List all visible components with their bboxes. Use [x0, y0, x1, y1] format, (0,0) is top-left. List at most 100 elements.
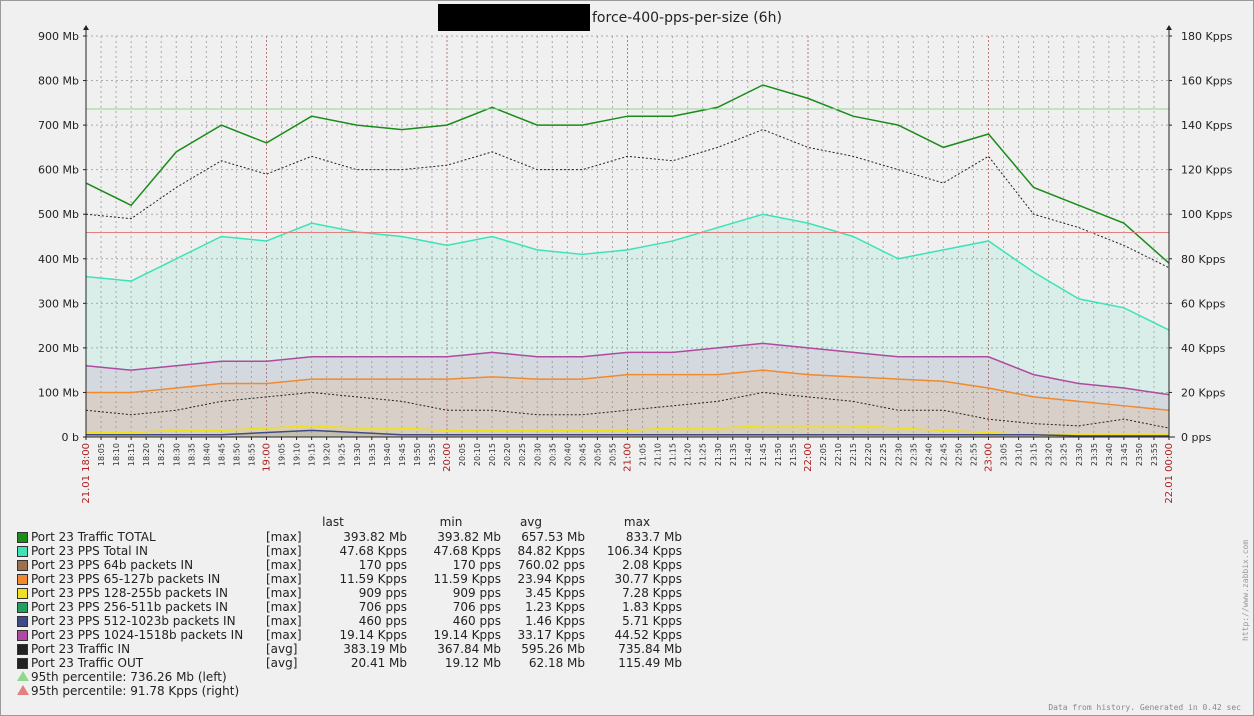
legend-max: 7.28 Kpps — [622, 586, 682, 600]
series-line-traffic_in-dotted — [85, 129, 1170, 269]
legend-swatch — [17, 616, 28, 627]
x-label-minute: 21:40 — [744, 443, 753, 466]
x-label-hour: 21:00 — [623, 443, 634, 472]
legend-name: Port 23 PPS 128-255b packets IN — [31, 586, 228, 600]
x-label-minute: 21:30 — [714, 443, 723, 466]
legend-swatch — [17, 532, 28, 543]
legend-avg: 1.46 Kpps — [525, 614, 585, 628]
x-label-minute: 21:10 — [654, 443, 663, 466]
legend-name: Port 23 Traffic TOTAL — [31, 530, 156, 544]
left-tick-label: 500 Mb — [38, 208, 79, 221]
x-label-minute: 21:35 — [729, 443, 738, 466]
legend-row: Port 23 Traffic IN [avg] 383.19 Mb 367.84 M… — [17, 642, 697, 656]
x-label-minute: 19:45 — [398, 443, 407, 466]
right-tick-label: 40 Kpps — [1181, 342, 1226, 355]
legend-avg: 760.02 pps — [517, 558, 585, 572]
x-label-minute: 22:50 — [954, 443, 963, 466]
x-label-minute: 23:30 — [1075, 443, 1084, 466]
legend-name: Port 23 Traffic OUT — [31, 656, 144, 670]
x-label-minute: 19:25 — [338, 443, 347, 466]
x-label-hour: 19:00 — [262, 443, 273, 472]
legend-row: Port 23 PPS 128-255b packets IN [max] 909 … — [17, 586, 697, 600]
legend-max: 30.77 Kpps — [614, 572, 682, 586]
series-line-pps_65_127b — [86, 369, 1170, 412]
x-label-minute: 18:20 — [142, 443, 151, 466]
legend-swatch — [17, 588, 28, 599]
series-line-traffic_total-line — [85, 84, 1170, 264]
legend-last: 460 pps — [358, 614, 407, 628]
percentile-marker-icon — [17, 685, 29, 695]
legend-header-avg: avg — [519, 515, 543, 529]
left-tick-label: 900 Mb — [38, 30, 79, 43]
series-line-pps_1024_1518b — [85, 342, 1170, 396]
legend-avg: 84.82 Kpps — [517, 544, 585, 558]
legend-max: 1.83 Kpps — [622, 600, 682, 614]
legend-header-min: min — [439, 515, 463, 529]
legend-avg: 1.23 Kpps — [525, 600, 585, 614]
x-label-minute: 22:40 — [924, 443, 933, 466]
left-tick-label: 0 b — [62, 431, 79, 444]
x-label-minute: 20:20 — [503, 443, 512, 466]
right-tick-label: 180 Kpps — [1181, 30, 1233, 43]
x-label-minute: 20:45 — [578, 443, 587, 466]
x-label-minute: 20:55 — [608, 443, 617, 466]
legend-last: 383.19 Mb — [343, 642, 407, 656]
legend-swatch — [17, 658, 28, 669]
legend-last: 20.41 Mb — [350, 656, 407, 670]
series-area-pps_65_127b — [86, 370, 1169, 437]
x-label-minute: 23:05 — [1000, 443, 1009, 466]
x-label-minute: 20:25 — [518, 443, 527, 466]
x-label-minute: 19:30 — [353, 443, 362, 466]
x-label-minute: 22:35 — [909, 443, 918, 466]
legend-max: 115.49 Mb — [618, 656, 682, 670]
left-tick-label: 600 Mb — [38, 164, 79, 177]
x-label-minute: 21:50 — [774, 443, 783, 466]
legend-row: Port 23 PPS 65-127b packets IN [max] 11.59… — [17, 572, 697, 586]
series-area-pps_total — [86, 214, 1169, 437]
right-tick-label: 20 Kpps — [1181, 386, 1226, 399]
legend-avg: 3.45 Kpps — [525, 586, 585, 600]
legend-percentile-label: 95th percentile: 736.26 Mb (left) — [31, 670, 227, 684]
legend-avg: 595.26 Mb — [521, 642, 585, 656]
grid-lines — [85, 35, 1170, 438]
legend-swatch — [17, 644, 28, 655]
legend-name: Port 23 Traffic IN — [31, 642, 131, 656]
x-label-minute: 22:15 — [849, 443, 858, 466]
x-label-minute: 21:20 — [684, 443, 693, 466]
legend-fn: [max] — [266, 572, 302, 586]
legend-max: 833.7 Mb — [625, 530, 682, 544]
series-line-pps_128_255b — [86, 425, 1169, 436]
legend-row: Port 23 PPS 64b packets IN [max] 170 pps 17… — [17, 558, 697, 572]
legend-last: 393.82 Mb — [343, 530, 407, 544]
legend-name: Port 23 PPS Total IN — [31, 544, 148, 558]
legend-last: 47.68 Kpps — [339, 544, 407, 558]
x-label-minute: 19:50 — [413, 443, 422, 466]
legend-last: 19.14 Kpps — [339, 628, 407, 642]
x-label-minute: 18:35 — [187, 443, 196, 466]
legend-row: Port 23 PPS Total IN [max] 47.68 Kpps 47.68… — [17, 544, 697, 558]
x-label-minute: 20:50 — [593, 443, 602, 466]
x-label-hour: 20:00 — [442, 443, 453, 472]
left-axis-arrow — [83, 25, 89, 30]
legend-min: 47.68 Kpps — [433, 544, 501, 558]
legend-name: Port 23 PPS 256-511b packets IN — [31, 600, 228, 614]
x-label-minute: 23:35 — [1090, 443, 1099, 466]
x-label-minute: 22:30 — [894, 443, 903, 466]
percentile-marker-icon — [17, 671, 29, 681]
right-tick-label: 160 Kpps — [1181, 75, 1233, 88]
series-area-pps_1024_1518b — [86, 343, 1169, 437]
x-label-minute: 23:40 — [1105, 443, 1114, 466]
right-tick-label: 100 Kpps — [1181, 208, 1233, 221]
legend-row: Port 23 PPS 1024-1518b packets IN [max] 19… — [17, 628, 697, 642]
credit-link[interactable]: http://www.zabbix.com — [1241, 539, 1250, 641]
legend-percentile-label: 95th percentile: 91.78 Kpps (right) — [31, 684, 240, 698]
legend-row: Port 23 Traffic OUT [avg] 20.41 Mb 19.12 Mb… — [17, 656, 697, 670]
legend-swatch — [17, 560, 28, 571]
legend-avg: 62.18 Mb — [528, 656, 585, 670]
x-label-end: 22.01 00:00 — [1164, 443, 1175, 504]
legend-header-max: max — [623, 515, 651, 529]
x-label-minute: 23:55 — [1150, 443, 1159, 466]
legend-min: 11.59 Kpps — [433, 572, 501, 586]
x-label-minute: 21:55 — [789, 443, 798, 466]
x-label-minute: 18:55 — [247, 443, 256, 466]
